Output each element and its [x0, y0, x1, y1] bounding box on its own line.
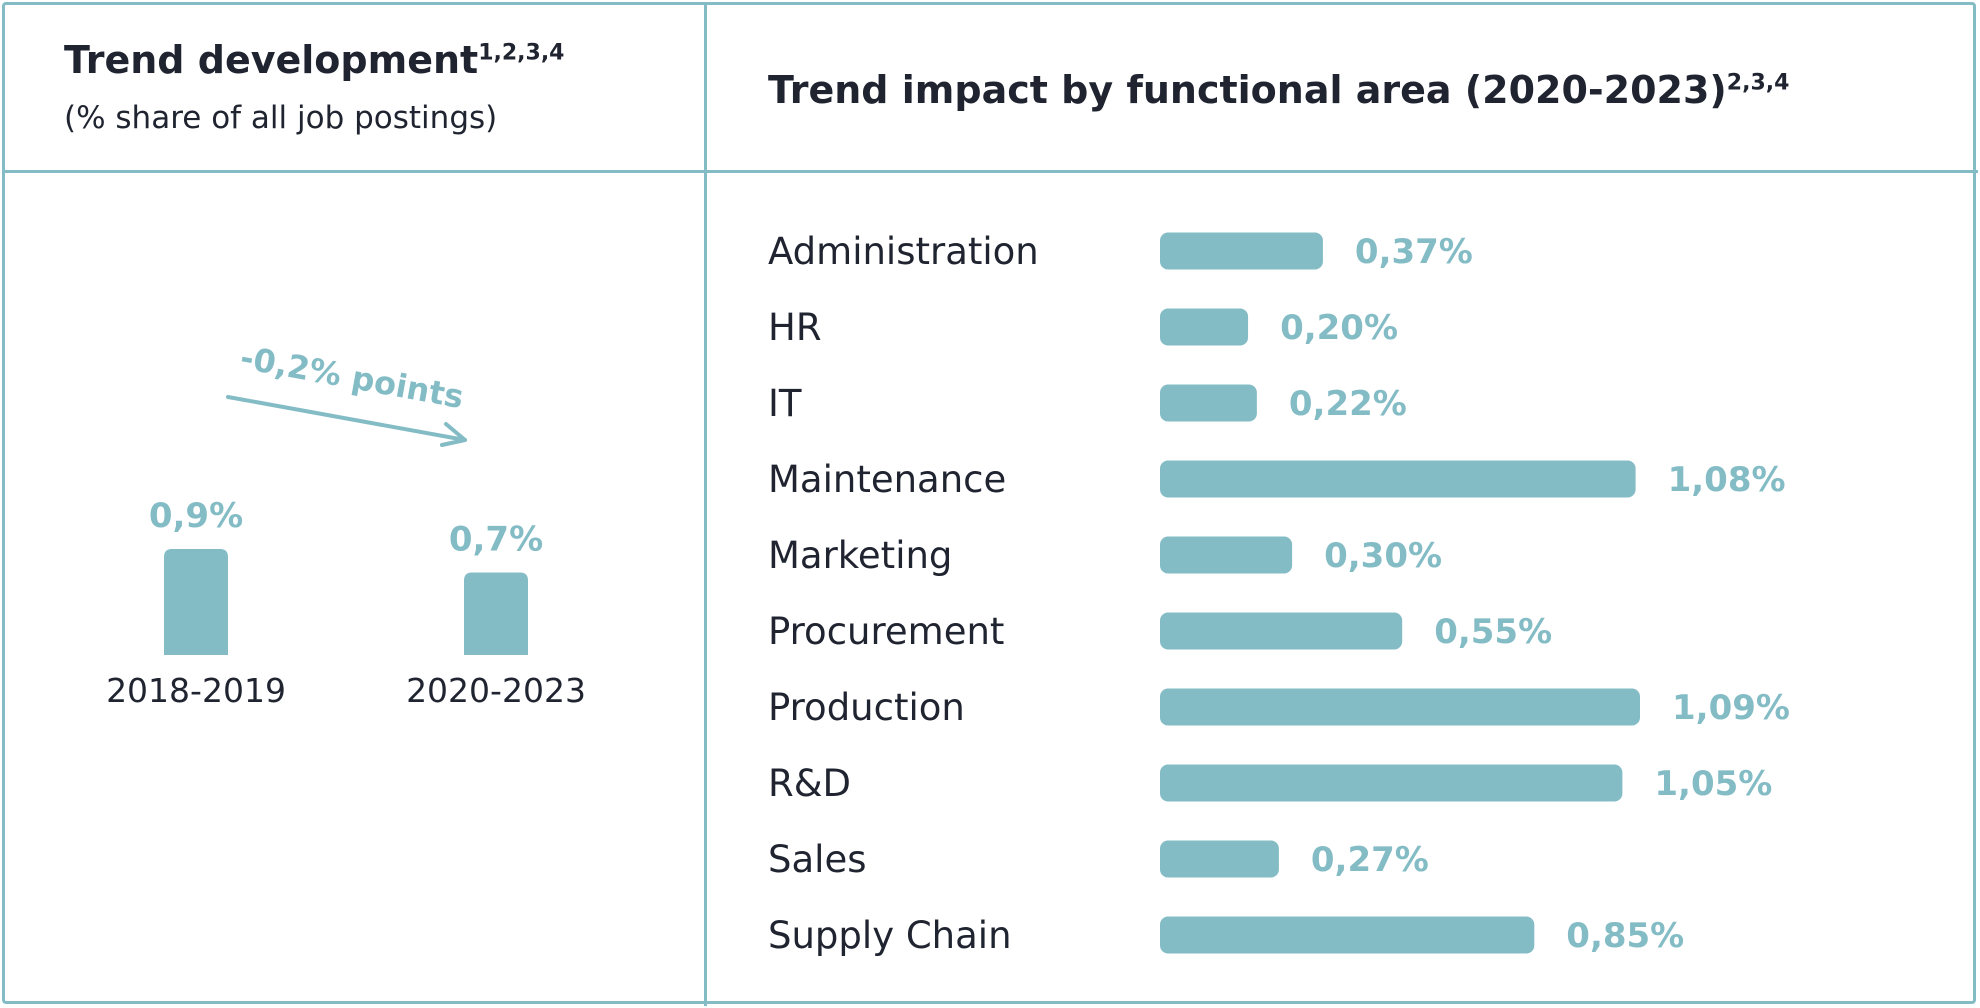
bar-2020-2023: [464, 572, 528, 655]
bar-Sales: [1160, 840, 1279, 878]
bar-Administration: [1160, 232, 1323, 270]
category-label-Production: Production: [768, 686, 965, 729]
left-title-footnotes: 1,2,3,4: [478, 40, 565, 66]
value-label-Administration: 0,37%: [1355, 232, 1473, 272]
bar-R&D: [1160, 764, 1623, 802]
change-arrow-line: [226, 395, 467, 442]
right-panel-title: Trend impact by functional area (2020-20…: [768, 68, 1789, 112]
value-label-Marketing: 0,30%: [1324, 536, 1442, 576]
bar-Supply Chain: [1160, 916, 1535, 954]
category-label-2020-2023: 2020-2023: [406, 671, 586, 710]
value-label-Sales: 0,27%: [1311, 840, 1429, 880]
value-label-Maintenance: 1,08%: [1668, 460, 1786, 500]
category-label-Sales: Sales: [768, 838, 866, 881]
value-label-HR: 0,20%: [1280, 308, 1398, 348]
category-label-Maintenance: Maintenance: [768, 458, 1006, 501]
category-label-IT: IT: [768, 382, 802, 425]
left-panel-subtitle: (% share of all job postings): [64, 100, 498, 136]
category-label-HR: HR: [768, 306, 822, 349]
category-label-Procurement: Procurement: [768, 610, 1004, 653]
bar-Procurement: [1160, 612, 1403, 650]
left-title-text: Trend development: [64, 38, 479, 82]
value-label-2018-2019: 0,9%: [149, 496, 243, 536]
bar-IT: [1160, 384, 1257, 422]
panel-divider-horizontal: [2, 170, 1978, 173]
category-label-Marketing: Marketing: [768, 534, 952, 577]
category-label-R&D: R&D: [768, 762, 851, 805]
value-label-R&D: 1,05%: [1654, 764, 1772, 804]
left-panel-title: Trend development1,2,3,4: [64, 38, 565, 82]
value-label-Production: 1,09%: [1672, 688, 1790, 728]
panel-divider-vertical: [704, 2, 707, 1006]
value-label-IT: 0,22%: [1289, 384, 1407, 424]
bar-2018-2019: [164, 549, 228, 655]
category-label-Administration: Administration: [768, 230, 1039, 273]
value-label-2020-2023: 0,7%: [449, 520, 543, 560]
change-arrow-head: [440, 422, 467, 447]
bar-Marketing: [1160, 536, 1293, 574]
bar-HR: [1160, 308, 1249, 346]
bar-Production: [1160, 688, 1640, 726]
value-label-Procurement: 0,55%: [1434, 612, 1552, 652]
category-label-Supply Chain: Supply Chain: [768, 914, 1012, 957]
category-label-2018-2019: 2018-2019: [106, 671, 286, 710]
value-label-Supply Chain: 0,85%: [1566, 916, 1684, 956]
right-title-text: Trend impact by functional area (2020-20…: [768, 68, 1727, 112]
right-title-footnotes: 2,3,4: [1726, 70, 1790, 96]
bar-Maintenance: [1160, 460, 1636, 498]
